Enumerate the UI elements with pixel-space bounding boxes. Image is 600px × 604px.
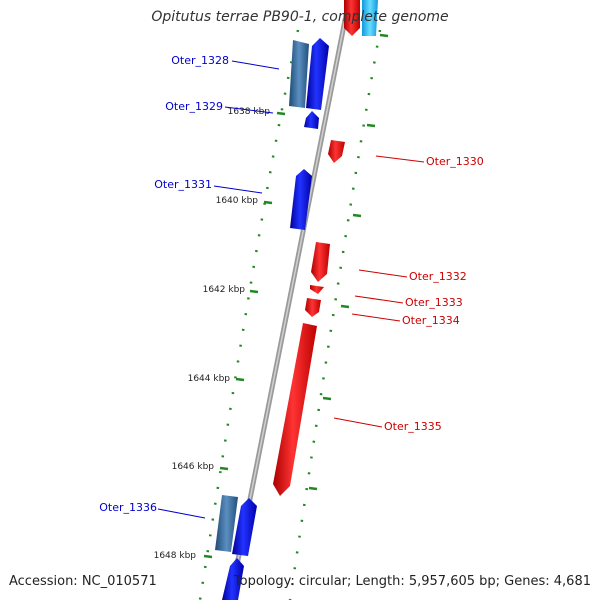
label-oter-1332[interactable]: Oter_1332 [409,270,467,283]
tick-mark-outer-4 [322,396,332,401]
tick-mark-outer-5 [308,486,318,491]
gene-top-red-partial[interactable] [344,0,360,36]
gene-oter-1335[interactable] [273,323,317,496]
scale-label-1644: 1644 kbp [188,374,231,384]
label-oter-1335[interactable]: Oter_1335 [384,420,442,433]
leader-oter-1333 [354,295,404,304]
leader-oter-1331 [213,185,263,194]
label-oter-1333[interactable]: Oter_1333 [405,296,463,309]
leader-oter-1334 [351,313,401,322]
genome-summary-text: Topology: circular; Length: 5,957,605 bp… [233,574,591,589]
tick-mark-1648 [203,554,213,559]
label-oter-1328[interactable]: Oter_1328 [171,54,229,67]
gene-oter-1331[interactable] [290,169,312,230]
gene-oter-1328-steel[interactable] [289,40,309,108]
scale-label-1640: 1640 kbp [216,196,259,206]
label-oter-1334[interactable]: Oter_1334 [402,314,460,327]
scale-label-1638: 1638 kbp [228,107,271,117]
tick-mark-1646 [219,466,229,471]
gene-oter-1334[interactable] [305,298,321,317]
label-oter-1330[interactable]: Oter_1330 [426,155,484,168]
tick-mark-outer-1 [366,123,376,128]
gene-top-cyan-partial[interactable] [362,0,378,36]
gene-oter-1336-steel[interactable] [215,495,238,552]
tick-mark-1642 [249,289,259,294]
accession-text: Accession: NC_010571 [9,574,157,589]
leader-oter-1328 [231,60,280,70]
gene-oter-1332[interactable] [311,242,330,282]
scale-label-1646: 1646 kbp [172,462,215,472]
gene-oter-1333[interactable] [310,285,324,294]
gene-oter-1336[interactable] [232,498,257,556]
leader-oter-1329 [224,106,274,114]
tick-mark-outer-2 [352,213,362,218]
label-oter-1336[interactable]: Oter_1336 [99,501,157,514]
tick-mark-1640 [263,200,273,205]
leader-oter-1335 [333,417,383,428]
gene-oter-1329[interactable] [304,111,319,129]
map-title: Opitutus terrae PB90-1, complete genome [151,9,449,25]
leader-oter-1336 [157,508,206,519]
scale-label-1642: 1642 kbp [203,285,246,295]
tick-mark-1644 [235,377,245,382]
gene-oter-1330[interactable] [328,140,345,163]
gene-bottom-blue-partial[interactable] [222,558,244,600]
label-oter-1331[interactable]: Oter_1331 [154,178,212,191]
leader-oter-1332 [358,269,408,278]
gene-oter-1328[interactable] [306,38,329,110]
tick-mark-outer-3 [340,304,350,309]
label-oter-1329[interactable]: Oter_1329 [165,100,223,113]
leader-oter-1330 [375,155,425,163]
tick-mark-1638 [276,111,286,116]
scale-label-1648: 1648 kbp [154,551,197,561]
tick-mark-top [379,33,389,38]
genome-backbone-highlight [229,0,350,601]
scale-track-outer [288,29,382,601]
